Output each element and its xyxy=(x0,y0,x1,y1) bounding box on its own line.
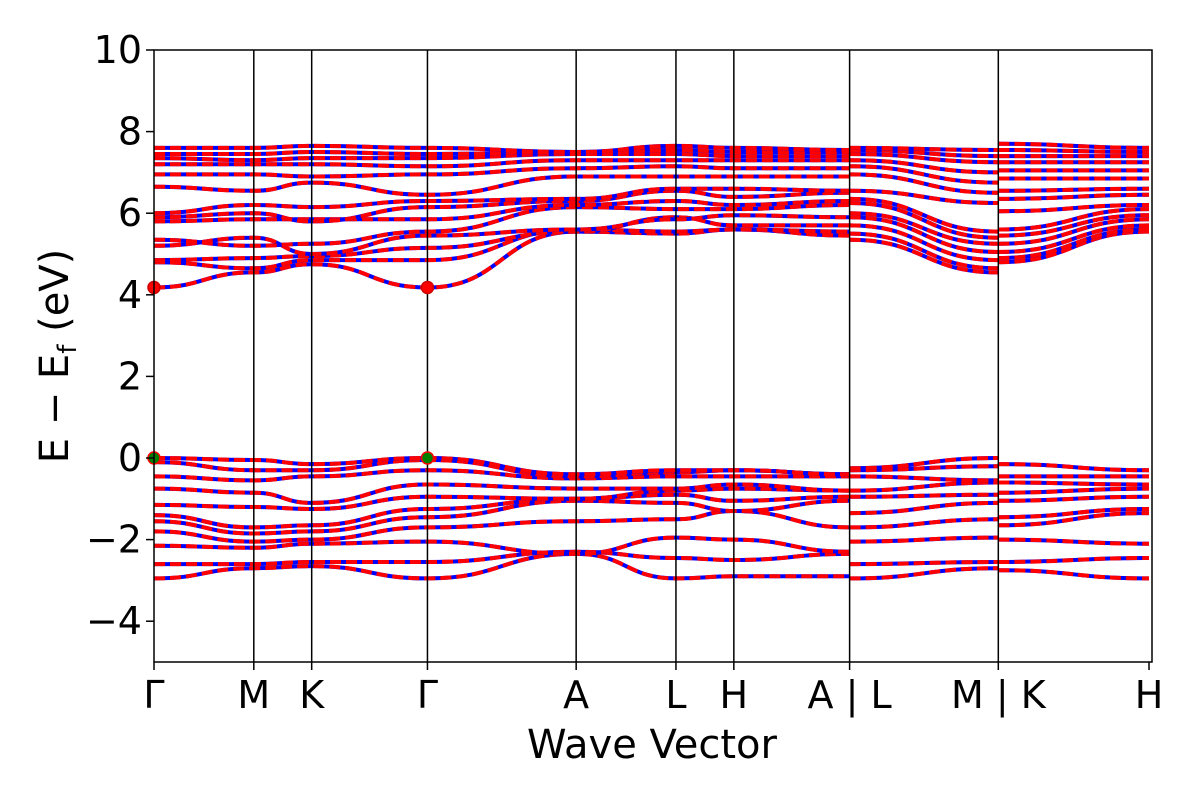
band-spin-up xyxy=(849,172,999,195)
y-axis-label: E − Ef (eV) xyxy=(32,249,83,464)
band-spin-up xyxy=(998,148,1150,154)
band-spin-up xyxy=(153,551,850,581)
band-spin-up xyxy=(153,227,850,271)
plot-frame xyxy=(153,49,1153,663)
band-spin-up xyxy=(998,141,1150,150)
x-tick-label: M | K xyxy=(951,673,1047,718)
band-spin-up xyxy=(849,164,999,185)
y-tick-label: 2 xyxy=(118,354,142,398)
x-axis-label: Wave Vector xyxy=(527,722,778,768)
band-spin-up xyxy=(849,158,999,175)
band-spin-up xyxy=(849,237,999,275)
y-tick-label: −4 xyxy=(86,599,142,643)
band-spin-up xyxy=(153,151,850,163)
band-spin-up xyxy=(998,568,1150,581)
band-spin-up xyxy=(998,207,1150,232)
band-spin-up xyxy=(849,145,999,152)
y-tick-label: 6 xyxy=(118,191,142,235)
band-spin-up xyxy=(849,560,999,567)
vbm-marker xyxy=(420,451,435,465)
band-spin-up xyxy=(998,229,1150,265)
band-spin-up xyxy=(153,215,850,263)
band-spin-up xyxy=(849,517,999,530)
band-spin-up xyxy=(153,147,850,157)
band-spin-up xyxy=(998,507,1150,520)
band-spin-up xyxy=(849,223,999,263)
band-spin-up xyxy=(998,213,1150,238)
band-spin-up xyxy=(849,215,999,254)
x-tick-label: K xyxy=(299,673,325,717)
y-tick-label: 10 xyxy=(94,28,142,72)
x-tick-label: L xyxy=(665,673,686,717)
x-tick-label: A xyxy=(563,673,589,717)
band-spin-up xyxy=(154,143,850,155)
band-spin-up xyxy=(998,537,1150,546)
band-spin-up xyxy=(849,211,999,246)
band-spin-up xyxy=(998,462,1150,473)
band-spin-up xyxy=(849,152,999,165)
band-spin-up xyxy=(153,213,850,257)
band-spin-up xyxy=(998,217,1150,246)
band-spin-up xyxy=(998,227,1150,261)
band-spin-up xyxy=(998,192,1150,201)
x-tick-label: H xyxy=(1135,673,1164,717)
band-spin-up xyxy=(153,455,850,477)
band-spin-up xyxy=(849,464,999,473)
band-spin-up xyxy=(849,474,999,483)
band-spin-up xyxy=(849,196,999,234)
y-axis-label-main: E − E xyxy=(32,354,78,464)
band-spin-up xyxy=(153,468,850,483)
band-spin-up xyxy=(849,148,999,159)
band-spin-up xyxy=(849,566,999,581)
band-spin-up xyxy=(849,480,999,493)
band-spin-up xyxy=(849,188,999,205)
band-spin-up xyxy=(998,186,1150,193)
bands-layer xyxy=(153,141,1150,581)
band-spin-up xyxy=(153,203,850,248)
high-symmetry-lines xyxy=(253,50,1000,662)
band-spin-up xyxy=(153,164,850,179)
band-spin-up xyxy=(998,494,1150,503)
band-spin-up xyxy=(153,186,850,216)
x-tick-label: M xyxy=(237,673,270,717)
x-tick-label: A | L xyxy=(808,673,892,718)
band-spin-down xyxy=(153,227,850,271)
band-spin-up xyxy=(849,456,999,471)
y-axis-label-subscript: f xyxy=(53,344,83,354)
y-tick-label: 8 xyxy=(118,110,142,154)
band-spin-up xyxy=(849,231,999,271)
y-axis-label-unit: (eV) xyxy=(32,249,78,345)
band-spin-up xyxy=(998,480,1150,487)
x-tick-label: Γ xyxy=(143,673,164,717)
y-tick-label: 4 xyxy=(118,273,142,317)
band-spin-up xyxy=(998,486,1150,495)
y-tick-label: 0 xyxy=(118,436,142,480)
x-tick-label: Γ xyxy=(417,673,438,717)
band-spin-up xyxy=(998,511,1150,528)
band-spin-up xyxy=(153,158,850,169)
y-axis-ticks: −4 −2 0 2 4 6 8 10 xyxy=(86,28,154,643)
band-spin-up xyxy=(153,198,850,224)
band-spin-up xyxy=(998,223,1150,254)
band-spin-up xyxy=(153,486,850,512)
band-spin-up xyxy=(849,535,999,544)
band-spin-up xyxy=(849,201,999,240)
band-spin-up xyxy=(153,174,850,197)
cbm-marker xyxy=(420,280,435,295)
band-spin-up xyxy=(153,188,850,224)
band-spin-up xyxy=(849,492,999,499)
band-spin-up xyxy=(849,500,999,516)
band-spin-up xyxy=(998,556,1150,564)
y-tick-label: −2 xyxy=(86,518,142,562)
band-edge-markers xyxy=(147,280,435,465)
band-spin-up xyxy=(998,203,1150,214)
band-spin-up xyxy=(153,492,850,530)
x-tick-label: H xyxy=(720,673,749,717)
